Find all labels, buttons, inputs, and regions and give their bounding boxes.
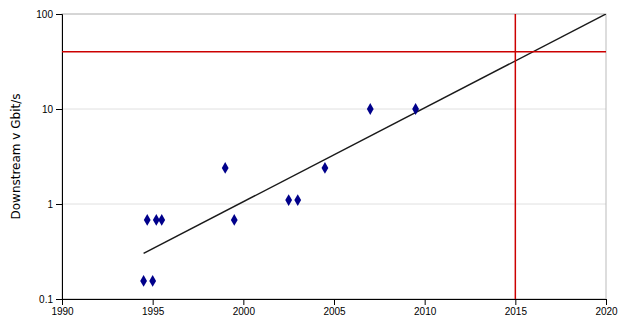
x-tick-mark	[606, 299, 607, 305]
plot-frame	[62, 14, 606, 299]
y-tick-mark	[56, 14, 62, 15]
data-point	[222, 162, 229, 174]
data-point	[140, 275, 147, 287]
x-tick-mark	[334, 299, 335, 305]
y-tick: 0.1	[39, 294, 62, 305]
data-point	[149, 275, 156, 287]
chart: 1990 1995 2000 2005 2010 2015 2020 0.1 1 10 100 Dow…	[0, 0, 624, 329]
grid-line	[62, 204, 606, 205]
data-point	[231, 214, 238, 226]
x-tick-label: 2020	[595, 306, 618, 317]
y-axis: 0.1 1 10 100	[36, 9, 62, 305]
x-tick-label: 1995	[142, 306, 165, 317]
y-tick: 10	[42, 104, 62, 115]
plot: 1990 1995 2000 2005 2010 2015 2020 0.1 1 10 100	[36, 9, 618, 317]
x-tick: 2000	[233, 299, 256, 317]
x-tick: 2015	[505, 299, 528, 317]
trend-line	[144, 14, 606, 253]
y-tick-label: 100	[36, 9, 53, 20]
x-tick-mark	[515, 299, 516, 305]
x-tick-label: 2010	[414, 306, 437, 317]
x-tick: 1990	[51, 299, 74, 317]
y-axis-title: Downstream v Gbit/s	[9, 93, 23, 219]
x-tick: 2020	[595, 299, 618, 317]
x-tick-label: 2005	[323, 306, 346, 317]
x-tick: 1995	[142, 299, 165, 317]
y-tick-mark	[56, 299, 62, 300]
y-tick-mark	[56, 109, 62, 110]
x-tick-label: 2015	[505, 306, 528, 317]
x-tick: 2010	[414, 299, 437, 317]
data-point	[144, 214, 151, 226]
grid-line	[62, 109, 606, 110]
data-point	[285, 194, 292, 206]
y-tick: 1	[47, 199, 62, 210]
reference-vline	[515, 14, 517, 299]
y-tick-label: 0.1	[39, 294, 53, 305]
y-axis-line	[56, 15, 63, 300]
y-tick-mark	[56, 204, 62, 205]
grid	[62, 14, 606, 299]
x-tick-mark	[243, 299, 244, 305]
reference-hline	[62, 51, 606, 53]
x-axis: 1990 1995 2000 2005 2010 2015 2020	[51, 299, 618, 317]
x-tick-mark	[425, 299, 426, 305]
data-point	[367, 103, 374, 115]
x-tick-mark	[153, 299, 154, 305]
x-axis-line	[63, 300, 607, 306]
x-tick-label: 1990	[51, 306, 74, 317]
x-tick: 2005	[323, 299, 346, 317]
y-tick-label: 10	[42, 104, 54, 115]
data-point	[158, 214, 165, 226]
data-point	[294, 194, 301, 206]
y-tick-label: 1	[47, 199, 53, 210]
marks	[62, 14, 606, 299]
x-tick-label: 2000	[233, 306, 256, 317]
y-tick: 100	[36, 9, 62, 20]
data-point	[322, 162, 329, 174]
data-point	[412, 103, 419, 115]
